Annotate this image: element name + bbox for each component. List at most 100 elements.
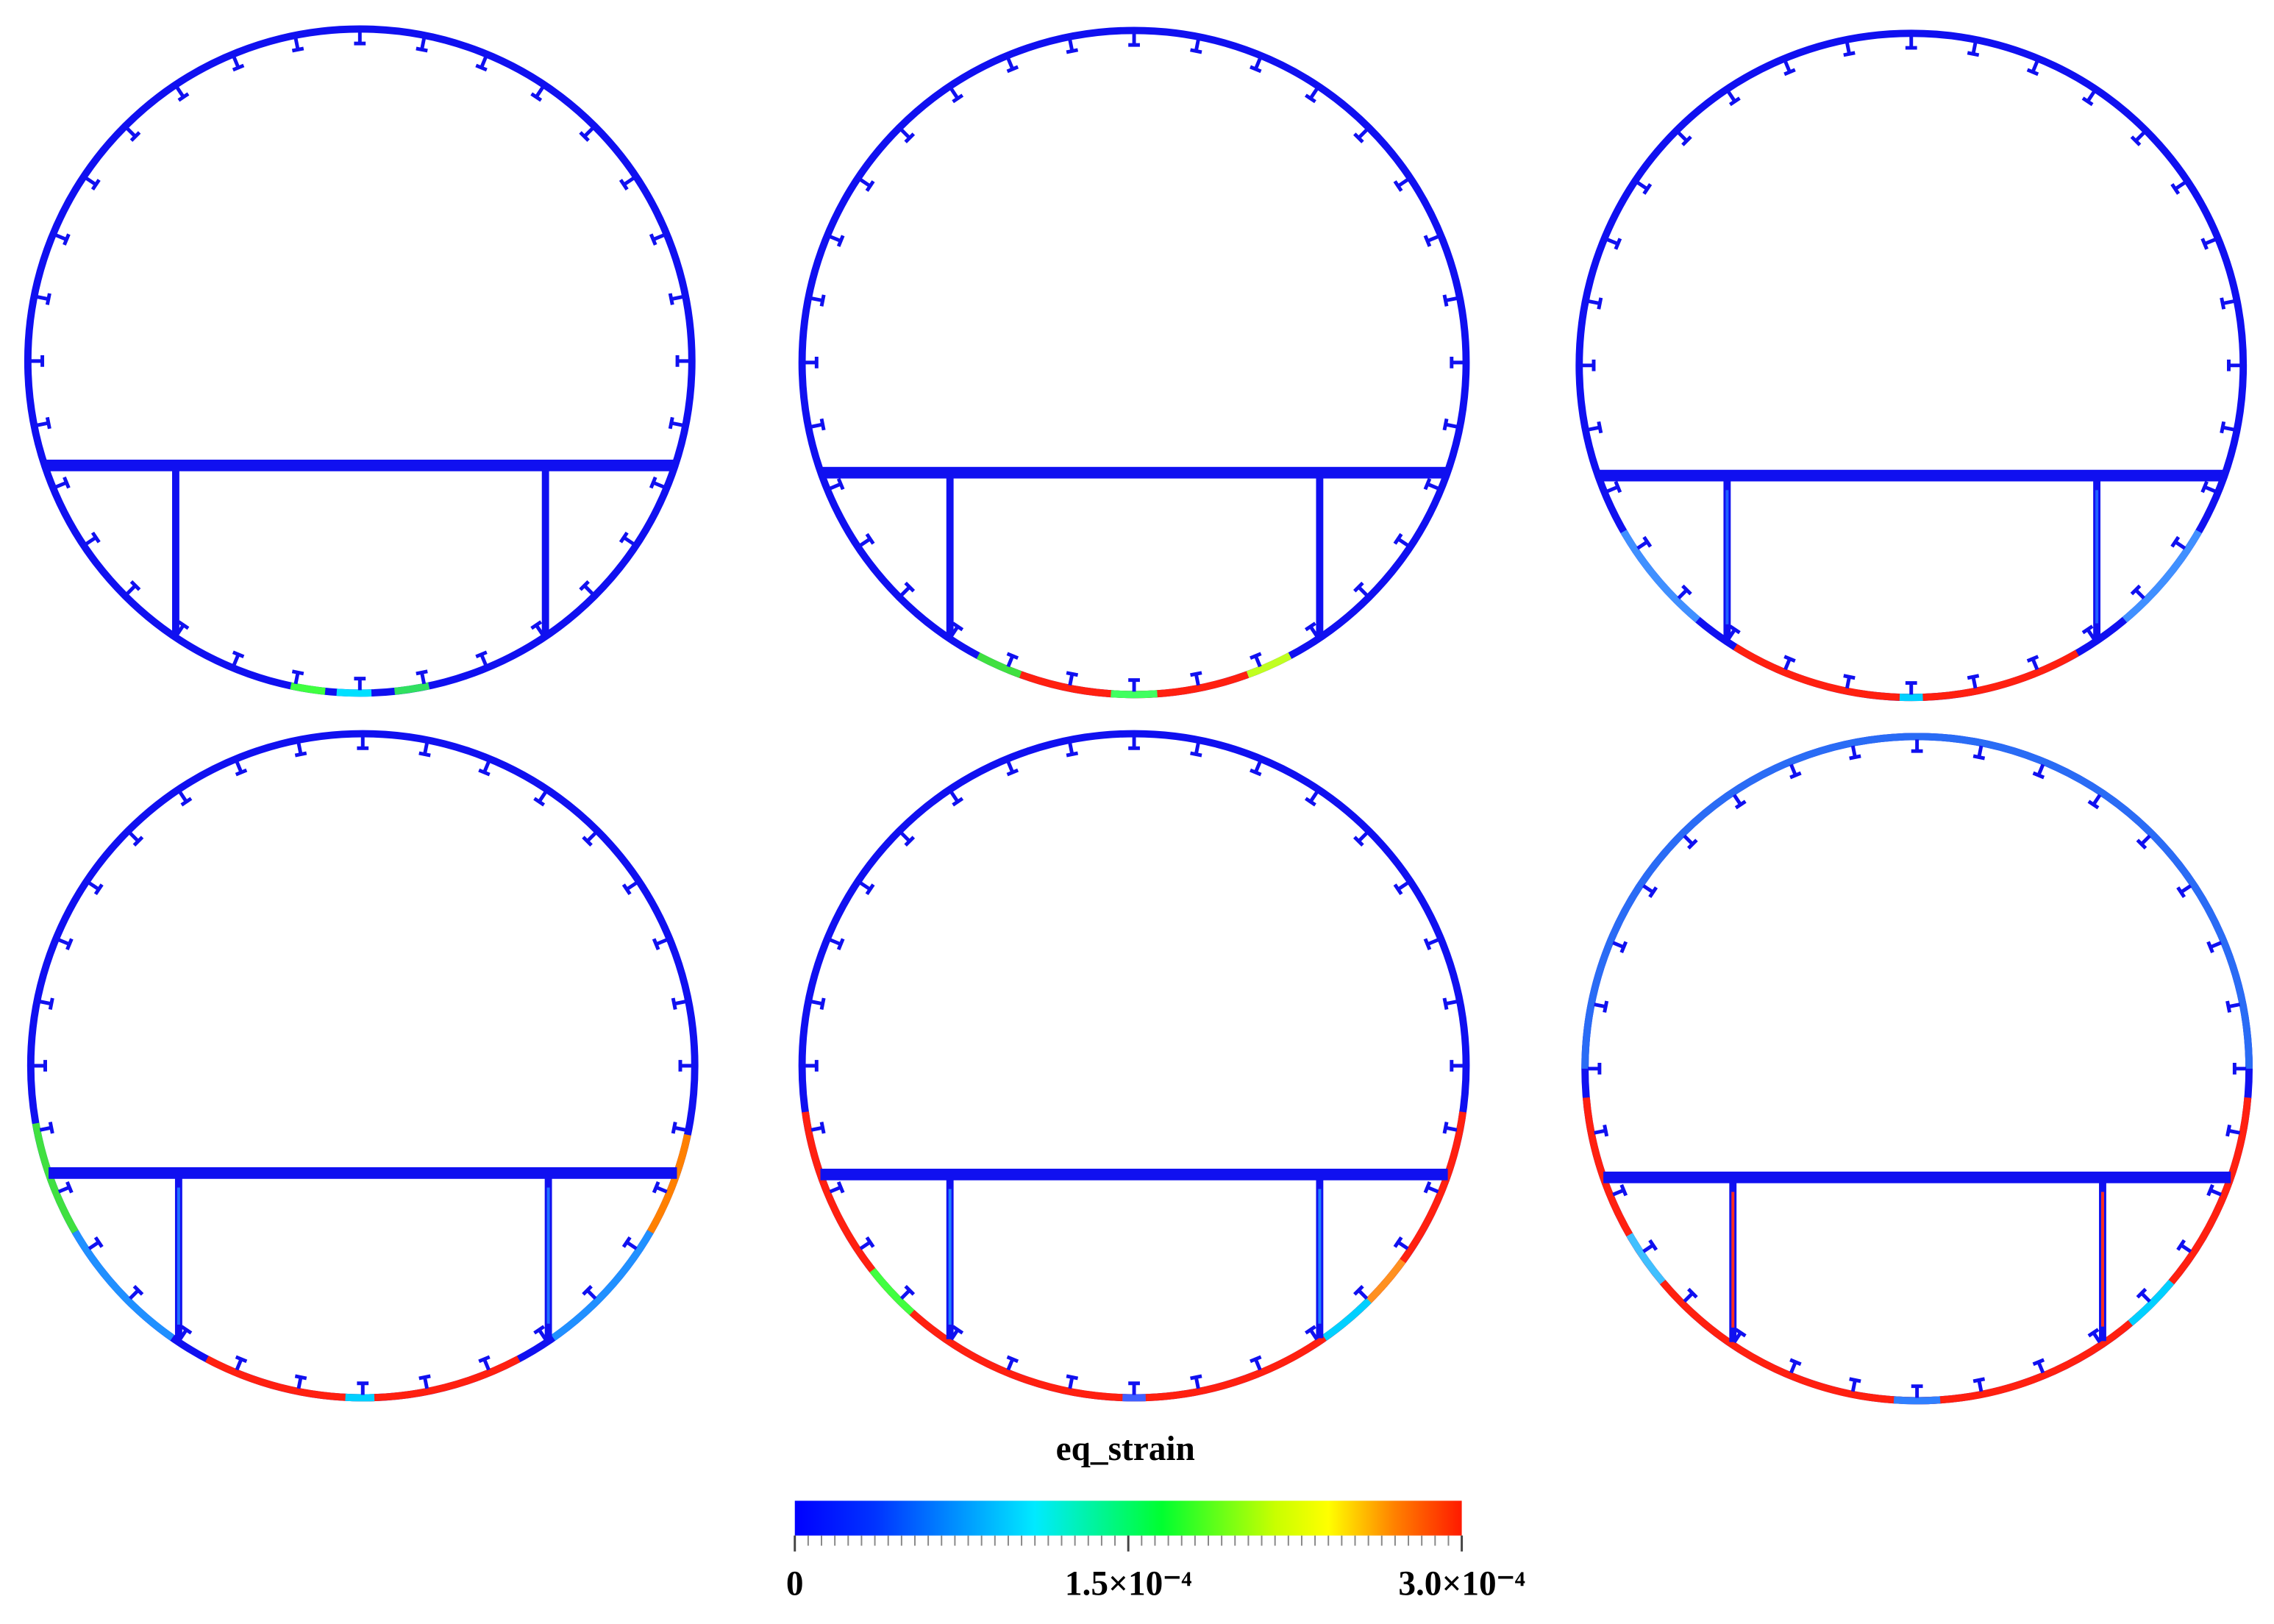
- strain-zone: [646, 1133, 691, 1234]
- rib: [829, 1180, 845, 1194]
- rib: [88, 881, 104, 896]
- strain-zone: [1581, 733, 2253, 1069]
- strain-zone: [32, 1122, 79, 1234]
- strain-zone: [1733, 644, 2079, 702]
- rib: [1423, 938, 1439, 951]
- strain-zone: [336, 688, 372, 697]
- rib: [1911, 739, 1923, 753]
- rib: [1423, 477, 1439, 491]
- column-strain: [948, 1189, 952, 1325]
- rib: [668, 293, 683, 305]
- colorbar-axis: 0 1.5×10⁻⁴ 3.0×10⁻⁴: [786, 1535, 1525, 1603]
- rib: [671, 1122, 686, 1134]
- rib: [2200, 480, 2217, 494]
- rib: [2170, 535, 2186, 550]
- slab: [49, 1167, 677, 1179]
- rib: [1304, 791, 1319, 807]
- strain-zone: [1582, 1097, 2252, 1405]
- rib: [2225, 1124, 2241, 1137]
- column-strain: [546, 1187, 550, 1324]
- rib: [1843, 42, 1856, 57]
- rib: [354, 32, 366, 46]
- rib: [899, 581, 916, 597]
- rib: [1588, 421, 1603, 434]
- colorbar: [794, 1500, 1462, 1536]
- rib: [2206, 1183, 2223, 1197]
- rib: [418, 1374, 431, 1389]
- rib: [533, 1325, 547, 1341]
- rib: [1905, 36, 1917, 50]
- rib: [475, 650, 488, 666]
- rib: [810, 418, 826, 431]
- rib: [1190, 1374, 1202, 1389]
- slab: [1603, 1171, 2231, 1183]
- rib: [2176, 884, 2192, 899]
- rib: [2081, 90, 2096, 107]
- rib: [39, 997, 54, 1010]
- rib: [57, 1180, 74, 1194]
- rib: [1393, 881, 1409, 896]
- rib: [2136, 834, 2151, 850]
- rib: [1972, 1377, 1986, 1392]
- rib: [899, 1284, 916, 1300]
- rib: [1128, 33, 1140, 47]
- rib: [1911, 1384, 1923, 1398]
- rib: [291, 669, 304, 685]
- rib: [1606, 238, 1622, 250]
- rib: [126, 127, 141, 142]
- rib: [1250, 652, 1262, 668]
- rib: [1732, 794, 1747, 810]
- rib: [178, 791, 193, 807]
- strain-zone: [551, 1230, 654, 1341]
- rib: [810, 294, 826, 307]
- rib: [1304, 1325, 1319, 1341]
- rib: [829, 477, 845, 491]
- rib: [1683, 1287, 1698, 1303]
- rib: [54, 233, 71, 246]
- rib: [1582, 359, 1596, 371]
- rib: [1677, 131, 1692, 146]
- strain-zone: [2128, 1279, 2175, 1326]
- rib: [1450, 356, 1464, 368]
- strain-zone: [1362, 1258, 1406, 1308]
- rib: [652, 938, 668, 951]
- rib: [621, 1236, 638, 1250]
- rib: [582, 1284, 597, 1300]
- rib: [1250, 1355, 1262, 1371]
- rib: [1066, 742, 1079, 758]
- rib: [1423, 1180, 1439, 1194]
- column-strain: [543, 480, 547, 619]
- rib: [36, 416, 51, 430]
- rib: [39, 1122, 54, 1134]
- rib: [675, 355, 689, 367]
- rib: [668, 416, 683, 430]
- rib: [1066, 671, 1079, 686]
- rib: [829, 235, 845, 247]
- rib: [232, 56, 245, 72]
- slab: [44, 459, 675, 471]
- rib: [1450, 1060, 1464, 1072]
- rib: [2026, 60, 2039, 76]
- strain-zone: [1246, 652, 1292, 678]
- rib: [859, 178, 875, 192]
- rib: [1066, 1374, 1079, 1389]
- strain-zone: [2122, 530, 2202, 623]
- rib: [1128, 678, 1140, 692]
- tick-label: 3.0×10⁻⁴: [1398, 1565, 1525, 1603]
- strain-zone: [290, 682, 326, 695]
- rib: [1843, 674, 1856, 689]
- rib: [1905, 681, 1917, 695]
- rib: [810, 1122, 826, 1134]
- rib: [2032, 763, 2045, 780]
- tunnel-section: [798, 26, 1470, 699]
- rib: [2206, 941, 2223, 953]
- tunnel-section: [798, 730, 1470, 1402]
- rib: [671, 997, 686, 1010]
- rib: [2200, 238, 2217, 250]
- rib: [2170, 181, 2186, 195]
- rib: [2220, 297, 2235, 310]
- tick-label: 1.5×10⁻⁴: [1065, 1565, 1192, 1603]
- rib: [1612, 941, 1628, 953]
